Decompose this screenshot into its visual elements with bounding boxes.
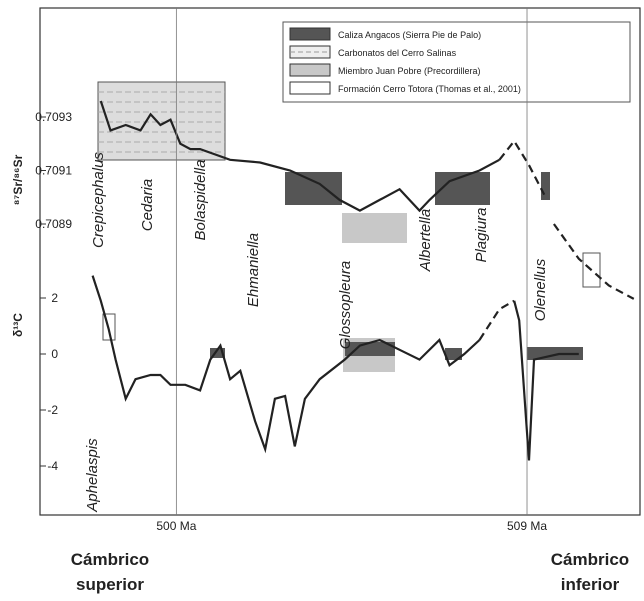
legend-label: Miembro Juan Pobre (Precordillera) [338, 66, 481, 76]
data-line [498, 139, 546, 196]
y-tick-label: 0.7089 [35, 217, 72, 231]
taxon-label: Glossopleura [337, 261, 354, 349]
data-line [99, 100, 500, 213]
taxon-label: Ehmaniella [245, 233, 262, 307]
y-tick-label: -4 [47, 459, 58, 473]
y-tick-label: 0.7091 [35, 164, 72, 178]
taxon-label: Cedaria [139, 179, 156, 232]
y-tick-label: 0 [51, 347, 58, 361]
y-tick-label: 2 [51, 291, 58, 305]
y-tick-label: -2 [47, 403, 58, 417]
y-axis-label: δ¹³C [11, 313, 25, 337]
y-axis-label: ⁸⁷Sr/⁸⁶Sr [11, 154, 25, 205]
period-word: Cámbrico [71, 550, 149, 569]
frame [39, 7, 641, 516]
data-line [478, 299, 515, 341]
legend-label: Caliza Angacos (Sierra Pie de Palo) [338, 30, 481, 40]
data-line [91, 275, 481, 454]
period-word: Cámbrico [551, 550, 629, 569]
period-label: Cámbrico superior [71, 550, 149, 594]
period-word: inferior [561, 575, 620, 594]
taxon-label: Crepicephalus [90, 152, 107, 248]
taxon-label: Olenellus [532, 258, 549, 321]
taxon-label: Albertella [417, 209, 434, 273]
taxon-label: Aphelaspis [84, 438, 101, 513]
shading [97, 81, 601, 372]
legend-label: Formación Cerro Totora (Thomas et al., 2… [338, 84, 521, 94]
data-line [513, 300, 579, 461]
legend [282, 21, 631, 103]
period-label: Cámbrico inferior [551, 550, 629, 594]
y-tick-label: 0.7093 [35, 110, 72, 124]
data-line [553, 223, 635, 300]
x-tick-label: 500 Ma [156, 519, 196, 533]
taxon-label: Bolaspidella [192, 160, 209, 241]
taxon-label: Plagiura [473, 207, 490, 262]
period-word: superior [76, 575, 144, 594]
x-tick-label: 509 Ma [507, 519, 547, 533]
legend-label: Carbonatos del Cerro Salinas [338, 48, 457, 58]
